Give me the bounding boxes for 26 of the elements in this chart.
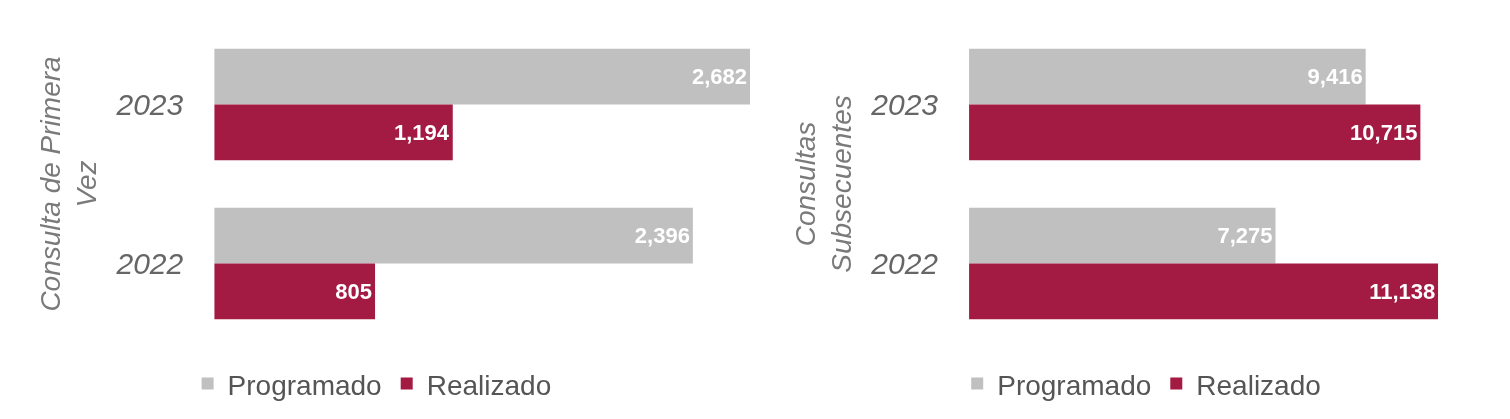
y-axis-title: Consulta de Primera Vez <box>34 56 103 312</box>
legend-label: Programado <box>997 369 1152 401</box>
y-tick-label: 2022 <box>115 247 184 280</box>
data-label: 10,715 <box>1350 119 1418 145</box>
data-label: 2,682 <box>691 64 747 90</box>
bar <box>969 207 1276 264</box>
data-label: 9,416 <box>1307 64 1363 90</box>
y-tick-label: 2022 <box>870 247 939 280</box>
bar <box>969 263 1439 320</box>
data-label: 1,194 <box>393 119 450 145</box>
legend-label: Programado <box>227 369 382 401</box>
bar <box>969 104 1421 161</box>
y-tick-label: 2023 <box>115 88 184 121</box>
legend-label: Realizado <box>426 369 552 401</box>
bar <box>214 48 750 105</box>
data-label: 805 <box>335 278 373 304</box>
data-label: 2,396 <box>634 223 690 249</box>
data-label: 11,138 <box>1369 278 1436 304</box>
bar <box>214 207 693 264</box>
bar <box>214 104 453 161</box>
data-label: 7,275 <box>1217 223 1273 249</box>
bar <box>214 263 376 320</box>
y-tick-label: 2023 <box>870 88 939 121</box>
legend-label: Realizado <box>1196 369 1321 401</box>
y-axis-title: Consultas Subsecuentes <box>789 95 857 273</box>
bar <box>969 48 1366 105</box>
